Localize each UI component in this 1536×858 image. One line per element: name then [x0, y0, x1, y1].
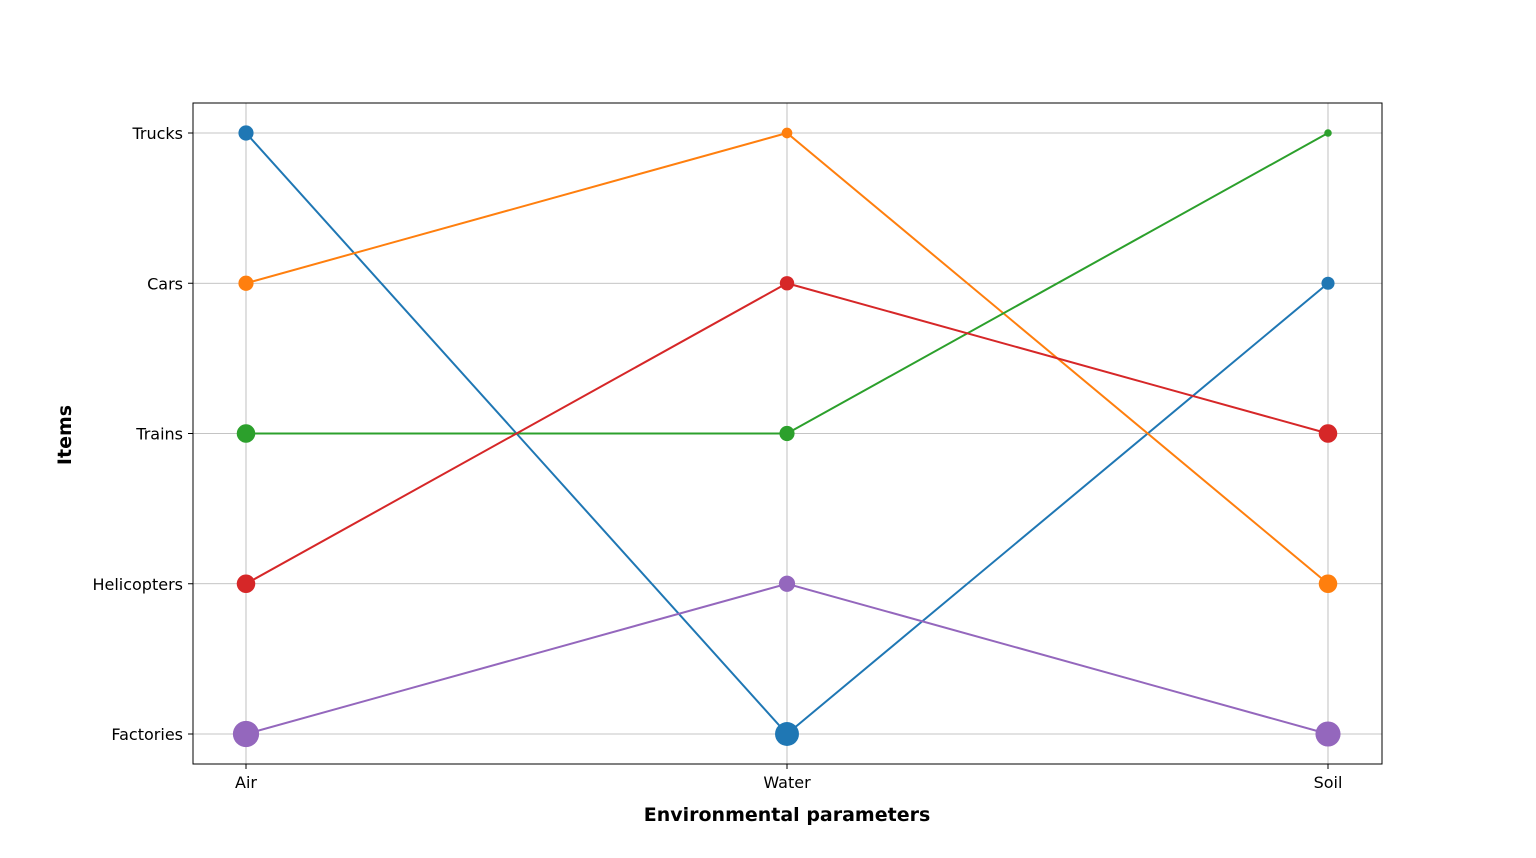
data-point-series-5-soil: [1315, 721, 1341, 747]
data-point-series-3-air: [236, 424, 256, 443]
data-point-series-4-water: [779, 276, 795, 291]
y-tick-label-trains: Trains: [135, 425, 183, 444]
x-ticks: Air Water Soil: [235, 764, 1342, 792]
y-tick-label-factories: Factories: [111, 725, 183, 744]
y-axis-title: Items: [54, 405, 76, 465]
x-tick-label-soil: Soil: [1314, 773, 1343, 792]
y-tick-label-helicopters: Helicopters: [92, 575, 183, 594]
data-point-series-3-soil: [1324, 129, 1332, 137]
markers: [232, 125, 1341, 748]
y-ticks: Factories Helicopters Trains Cars Trucks: [92, 124, 193, 744]
data-point-series-4-air: [236, 574, 256, 594]
data-point-series-5-water: [778, 575, 796, 592]
x-tick-label-water: Water: [763, 773, 811, 792]
data-point-series-2-air: [238, 275, 254, 291]
data-point-series-2-water: [781, 127, 793, 139]
y-tick-label-cars: Cars: [147, 274, 183, 293]
x-tick-label-air: Air: [235, 773, 257, 792]
data-point-series-1-air: [238, 125, 254, 141]
data-point-series-4-soil: [1318, 424, 1338, 443]
data-point-series-2-soil: [1318, 574, 1338, 594]
data-point-series-1-soil: [1321, 276, 1335, 290]
y-tick-label-trucks: Trucks: [131, 124, 183, 143]
data-point-series-1-water: [775, 722, 799, 746]
data-point-series-3-water: [779, 425, 795, 442]
x-axis-title: Environmental parameters: [644, 804, 931, 826]
data-point-series-5-air: [232, 720, 260, 748]
